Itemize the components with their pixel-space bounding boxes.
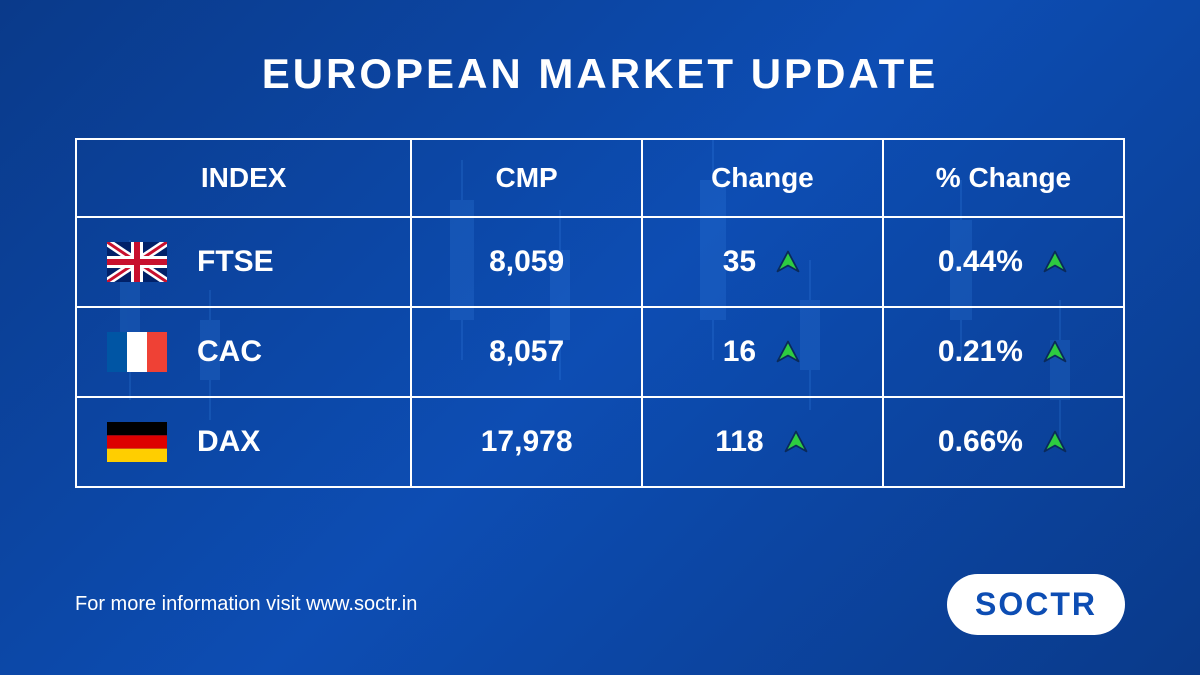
header-change: Change — [642, 139, 883, 217]
brand-logo: SOCTR — [947, 574, 1125, 635]
change-cell: 35 — [642, 217, 883, 307]
change-cell: 118 — [642, 397, 883, 487]
pct-change-value: 0.21% — [938, 335, 1023, 369]
fr-flag-icon — [107, 332, 167, 372]
footer-text: For more information visit www.soctr.in — [75, 593, 417, 616]
footer: For more information visit www.soctr.in … — [75, 574, 1125, 635]
index-cell: FTSE — [76, 217, 411, 307]
pct-change-cell: 0.44% — [883, 217, 1124, 307]
cmp-cell: 8,059 — [411, 217, 642, 307]
arrow-up-icon — [1041, 248, 1069, 276]
de-flag-icon — [107, 422, 167, 462]
change-value: 118 — [715, 425, 763, 459]
index-cell: DAX — [76, 397, 411, 487]
cmp-cell: 8,057 — [411, 307, 642, 397]
page-title: EUROPEAN MARKET UPDATE — [75, 50, 1125, 98]
uk-flag-icon — [107, 242, 167, 282]
arrow-up-icon — [1041, 338, 1069, 366]
change-value: 16 — [723, 335, 756, 369]
index-cell: CAC — [76, 307, 411, 397]
table-header-row: INDEX CMP Change % Change — [76, 139, 1124, 217]
arrow-up-icon — [774, 338, 802, 366]
header-cmp: CMP — [411, 139, 642, 217]
header-index: INDEX — [76, 139, 411, 217]
pct-change-cell: 0.66% — [883, 397, 1124, 487]
cmp-cell: 17,978 — [411, 397, 642, 487]
change-cell: 16 — [642, 307, 883, 397]
index-name: CAC — [197, 335, 262, 369]
arrow-up-icon — [1041, 428, 1069, 456]
index-name: DAX — [197, 425, 260, 459]
pct-change-value: 0.44% — [938, 245, 1023, 279]
pct-change-value: 0.66% — [938, 425, 1023, 459]
change-value: 35 — [723, 245, 756, 279]
index-name: FTSE — [197, 245, 274, 279]
table-row: DAX 17,978 118 0.66% — [76, 397, 1124, 487]
arrow-up-icon — [774, 248, 802, 276]
table-row: CAC 8,057 16 0.21% — [76, 307, 1124, 397]
arrow-up-icon — [782, 428, 810, 456]
pct-change-cell: 0.21% — [883, 307, 1124, 397]
market-table: INDEX CMP Change % Change FTSE 8,059 35 0.… — [75, 138, 1125, 488]
header-pct-change: % Change — [883, 139, 1124, 217]
table-row: FTSE 8,059 35 0.44% — [76, 217, 1124, 307]
